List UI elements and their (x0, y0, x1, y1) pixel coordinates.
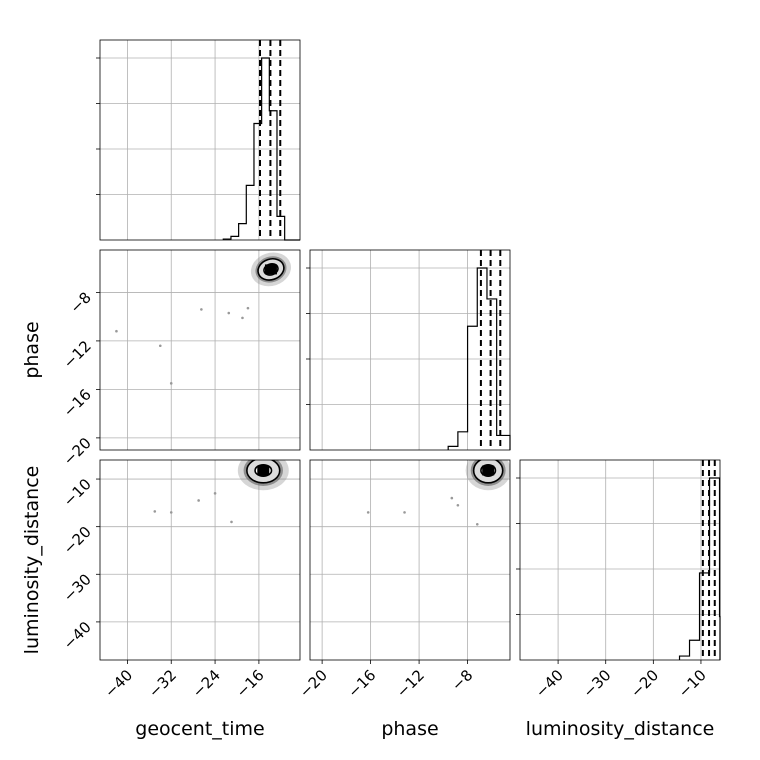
contour-inner (254, 463, 273, 477)
gridlines (100, 460, 300, 660)
x-tick-label: −30 (579, 666, 614, 701)
outlier-point (246, 306, 250, 310)
density-peak (264, 264, 277, 275)
outlier-point (456, 503, 460, 507)
x-tick-label: −8 (448, 666, 476, 694)
outlier-point (241, 316, 244, 320)
panel-2d-geocent_time-luminosity_distance (99, 459, 301, 661)
y-tick-label: −20 (60, 434, 95, 469)
x-tick-label: −16 (233, 666, 268, 701)
contour-outer (257, 257, 285, 281)
outlier-point (169, 382, 173, 385)
panel-frame (309, 459, 511, 661)
outlier-point (450, 496, 454, 500)
outlier-point (230, 520, 233, 524)
panel-frame (309, 249, 511, 451)
x-tick-label: −40 (101, 666, 136, 701)
panel-frame (99, 249, 301, 451)
gridlines (310, 460, 510, 660)
outlier-point (366, 511, 370, 514)
x-tick-label: −10 (675, 666, 710, 701)
panel-hist-phase (306, 249, 511, 451)
x-axis-label-geocent_time: geocent_time (135, 718, 264, 740)
y-tick-label: −20 (60, 523, 95, 558)
density-peak (257, 465, 270, 476)
y-axis-label-phase: phase (21, 321, 43, 378)
outlier-point (153, 510, 157, 513)
outlier-point (158, 344, 162, 348)
density-peak (482, 465, 495, 476)
panel-frame (519, 459, 721, 661)
y-tick-label: −30 (60, 570, 95, 605)
contour-outer (472, 460, 504, 484)
y-tick-label: −16 (60, 385, 95, 420)
outlier-point (213, 492, 217, 495)
panel-frame (99, 39, 301, 241)
outlier-point (403, 511, 406, 514)
histogram-phase (447, 267, 511, 450)
y-tick-label: −8 (66, 289, 94, 317)
y-tick-label: −40 (60, 618, 95, 653)
panel-hist-geocent_time (96, 39, 301, 241)
outlier-point (115, 329, 118, 333)
x-tick-label: −20 (296, 666, 331, 701)
x-tick-label: −24 (189, 666, 224, 701)
outlier-point (475, 522, 479, 526)
outlier-point (197, 499, 200, 502)
panel-hist-luminosity_distance (516, 459, 721, 661)
y-tick-label: −10 (60, 475, 95, 510)
x-tick-label: −40 (532, 666, 567, 701)
gridlines (100, 250, 300, 450)
x-tick-label: −16 (344, 666, 379, 701)
panel-2d-geocent_time-phase (99, 249, 301, 451)
outlier-point (227, 311, 231, 315)
x-axis-label-phase: phase (381, 718, 438, 740)
panel-2d-phase-luminosity_distance (309, 459, 511, 661)
gridlines (100, 40, 300, 240)
contour-inner (263, 262, 279, 276)
x-tick-label: −20 (627, 666, 662, 701)
histogram-geocent_time (222, 57, 300, 241)
y-axis-label-luminosity_distance: luminosity_distance (21, 466, 43, 655)
x-axis-label-luminosity_distance: luminosity_distance (526, 718, 715, 740)
x-tick-label: −32 (145, 666, 180, 701)
outlier-point (200, 308, 203, 311)
gridlines (520, 460, 720, 660)
y-tick-label: −12 (60, 337, 95, 372)
outlier-point (169, 511, 173, 514)
contour-inner (480, 463, 497, 477)
contour-outer (246, 460, 281, 484)
panel-frame (99, 459, 301, 661)
x-tick-label: −12 (393, 666, 428, 701)
